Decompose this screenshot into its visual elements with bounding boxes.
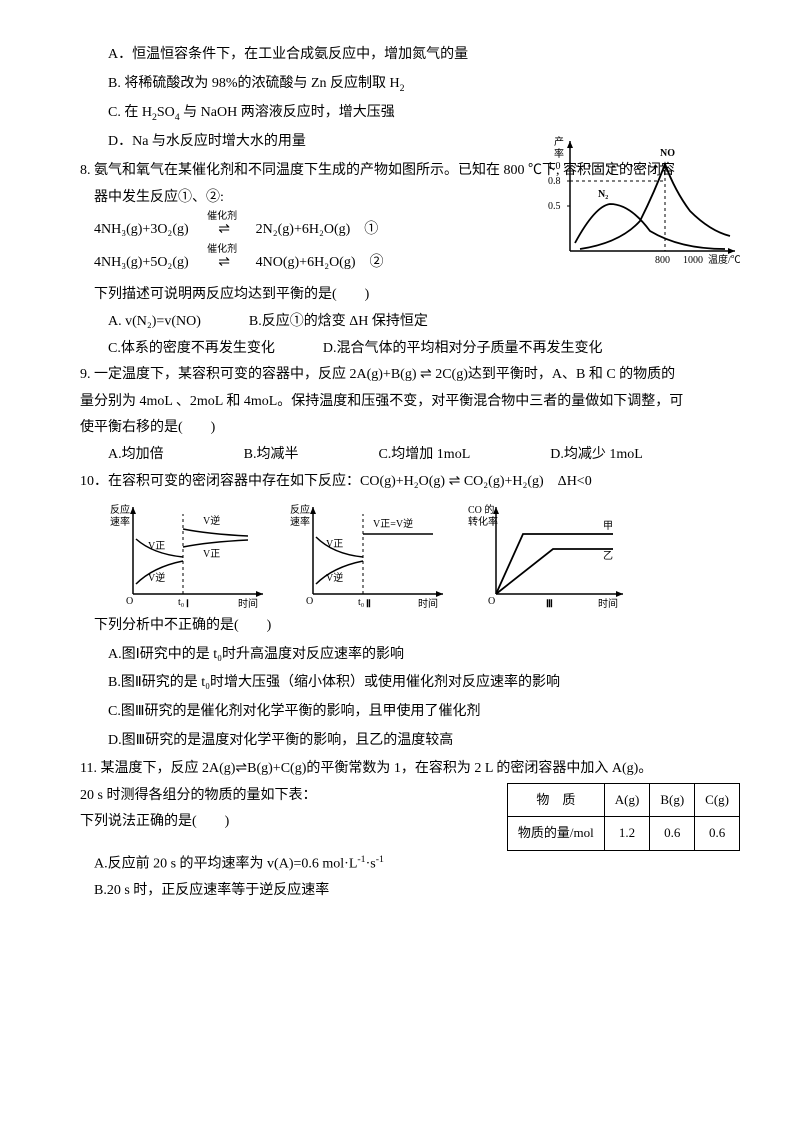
q10-figures: 反应 速率 时间 O t₀ V正 V逆 V逆 V正 Ⅰ 反应 速率 时间 O t… [80, 495, 740, 613]
table-data-row: 物质的量/mol 1.2 0.6 0.6 [507, 817, 739, 851]
td-1: 0.6 [650, 817, 695, 851]
q9-opt-d: D.均减少 1moL [550, 442, 643, 469]
q7-opt-b-sub: 2 [400, 82, 405, 93]
table-header-row: 物 质 A(g) B(g) C(g) [507, 783, 739, 817]
f1-yl1: 反应 [110, 503, 130, 516]
q10-opt-a: A.图Ⅰ研究中的是 t₀时升高温度对反应速率的影响 [108, 642, 740, 669]
f3-sub: Ⅲ [546, 599, 553, 609]
q9-options: A.均加倍 B.均减半 C.均增加 1moL D.均减少 1moL [80, 442, 740, 469]
td-0: 1.2 [604, 817, 650, 851]
q8-opt-d: D.混合气体的平均相对分子质量不再发生变化 [323, 336, 603, 363]
q9-line3: 使平衡右移的是( ) [80, 415, 740, 442]
f3-b: 乙 [603, 550, 613, 562]
th-3: C(g) [695, 783, 740, 817]
q9-opt-c: C.均增加 1moL [378, 442, 470, 469]
xtick-1000: 1000 [683, 255, 703, 266]
q8-opt-b: B.反应①的焓变 ΔH 保持恒定 [249, 309, 428, 336]
q8-row-ab: A. v(N₂)=v(NO) B.反应①的焓变 ΔH 保持恒定 [80, 309, 740, 336]
q8-line1: 8. 氨气和氧气在某催化剂和不同温度下生成的产物如图所示。已知在 800 ℃下,… [80, 158, 740, 185]
q7-opt-c: C. 在 H2SO4 与 NaOH 两溶液反应时，增大压强 [108, 100, 740, 127]
q10-stem: 10．在容积可变的密闭容器中存在如下反应：CO(g)+H₂O(g) ⇌ CO₂(… [80, 469, 740, 496]
f1-t0: t₀ [178, 597, 185, 608]
q11a-pre: A.反应前 20 s 的平均速率为 v(A)=0.6 mol·L [94, 857, 357, 872]
f1-vfwd: V正 [148, 541, 165, 552]
q11-row2: 20 s 时测得各组分的物质的量如下表： 下列说法正确的是( ) 物 质 A(g… [80, 783, 740, 851]
xlabel: 温度/℃ [708, 253, 740, 266]
q11-left: 20 s 时测得各组分的物质的量如下表： 下列说法正确的是( ) [80, 783, 495, 836]
td-label: 物质的量/mol [507, 817, 604, 851]
f2-vrev: V逆 [326, 571, 343, 584]
f2-t0: t₀ [358, 597, 365, 608]
f1-xl: 时间 [238, 597, 258, 609]
q11-opt-b: B.20 s 时，正反应速率等于逆反应速率 [80, 878, 740, 905]
q8-tail: 下列描述可说明两反应均达到平衡的是( ) [80, 282, 740, 309]
q10-options: A.图Ⅰ研究中的是 t₀时升高温度对反应速率的影响 B.图Ⅱ研究的是 t₀时增大… [80, 642, 740, 754]
q9-opt-b: B.均减半 [244, 442, 299, 469]
xtick-800: 800 [655, 255, 670, 266]
n2-label: N₂ [598, 189, 608, 200]
f2-yl1: 反应 [290, 503, 310, 516]
f1-vfwd2: V正 [203, 549, 220, 560]
f3-origin: O [488, 596, 495, 607]
f2-yl2: 速率 [290, 515, 310, 528]
q10-opt-b: B.图Ⅱ研究的是 t₀时增大压强（缩小体积）或使用催化剂对反应速率的影响 [108, 670, 740, 697]
r1-cat: 催化剂 [192, 207, 252, 226]
r2-cat: 催化剂 [192, 240, 252, 259]
q11-opt-a: A.反应前 20 s 的平均速率为 v(A)=0.6 mol·L-1·s-1 [80, 851, 740, 878]
q9-line2: 量分别为 4moL 、2moL 和 4moL。保持温度和压强不变，对平衡混合物中… [80, 389, 740, 416]
q10-fig2: 反应 速率 时间 O t₀ V正 V逆 V正=V逆 Ⅱ [288, 499, 448, 609]
r2-left: 4NH₃(g)+5O₂(g) [94, 255, 189, 270]
q7c-suf: 与 NaOH 两溶液反应时，增大压强 [180, 105, 395, 120]
q11-tail: 下列说法正确的是( ) [80, 809, 495, 836]
f3-yl1: CO 的 [468, 503, 494, 516]
q10-fig1: 反应 速率 时间 O t₀ V正 V逆 V逆 V正 Ⅰ [108, 499, 268, 609]
ylabel: 产 [554, 135, 564, 148]
q10-fig3: CO 的 转化率 时间 O 甲 乙 Ⅲ [468, 499, 628, 609]
f3-yl2: 转化率 [468, 515, 498, 528]
f1-vrev2: V逆 [203, 514, 220, 527]
f2-label: V正=V逆 [373, 517, 413, 530]
q11-table: 物 质 A(g) B(g) C(g) 物质的量/mol 1.2 0.6 0.6 [507, 783, 740, 851]
q7c-mid: SO [157, 105, 175, 120]
f2-sub: Ⅱ [366, 599, 371, 609]
q7-opt-b: B. 将稀硫酸改为 98%的浓硫酸与 Zn 反应制取 H2 [108, 71, 740, 98]
q8-opt-c: C.体系的密度不再发生变化 [108, 336, 275, 363]
q10-opt-c: C.图Ⅲ研究的是催化剂对化学平衡的影响，且甲使用了催化剂 [108, 699, 740, 726]
f3-a: 甲 [603, 521, 613, 532]
q7-opt-b-text: B. 将稀硫酸改为 98%的浓硫酸与 Zn 反应制取 H [108, 76, 400, 91]
ytick-05: 0.5 [548, 201, 561, 212]
f2-xl: 时间 [418, 597, 438, 609]
q11-line1: 11. 某温度下，反应 2A(g)⇌B(g)+C(g)的平衡常数为 1，在容积为… [80, 756, 740, 783]
f2-vfwd: V正 [326, 539, 343, 550]
f1-yl2: 速率 [110, 515, 130, 528]
q11a-mid: ·s [366, 857, 376, 872]
f2-origin: O [306, 596, 313, 607]
r1-left: 4NH₃(g)+3O₂(g) [94, 222, 189, 237]
th-2: B(g) [650, 783, 695, 817]
q7-opt-a: A．恒温恒容条件下，在工业合成氨反应中，增加氮气的量 [108, 42, 740, 69]
td-2: 0.6 [695, 817, 740, 851]
q11-line2: 20 s 时测得各组分的物质的量如下表： [80, 783, 495, 810]
q10-opt-d: D.图Ⅲ研究的是温度对化学平衡的影响，且乙的温度较高 [108, 728, 740, 755]
f3-xl: 时间 [598, 597, 618, 609]
r2-right: 4NO(g)+6H₂O(g) ② [256, 255, 384, 270]
q11a-s2: -1 [376, 854, 384, 865]
th-0: 物 质 [507, 783, 604, 817]
f1-origin: O [126, 596, 133, 607]
yield-chart: 产 率 1.0 0.8 0.5 800 1000 温度/℃ N₂ NO [540, 131, 740, 271]
q8-row-cd: C.体系的密度不再发生变化 D.混合气体的平均相对分子质量不再发生变化 [80, 336, 740, 363]
f1-vrev: V逆 [148, 571, 165, 584]
arrow-2: 催化剂⇌ [192, 250, 252, 277]
f1-sub: Ⅰ [186, 599, 189, 609]
q9-line1: 9. 一定温度下，某容积可变的容器中，反应 2A(g)+B(g) ⇌ 2C(g)… [80, 362, 740, 389]
q10-tail: 下列分析中不正确的是( ) [80, 613, 740, 640]
q11a-s1: -1 [357, 854, 365, 865]
yield-chart-svg: 产 率 1.0 0.8 0.5 800 1000 温度/℃ N₂ NO [540, 131, 740, 271]
q7c-pre: C. 在 H [108, 105, 152, 120]
th-1: A(g) [604, 783, 650, 817]
q9-opt-a: A.均加倍 [108, 442, 164, 469]
q8-opt-a: A. v(N₂)=v(NO) [108, 309, 201, 336]
r1-right: 2N₂(g)+6H₂O(g) ① [256, 222, 379, 237]
